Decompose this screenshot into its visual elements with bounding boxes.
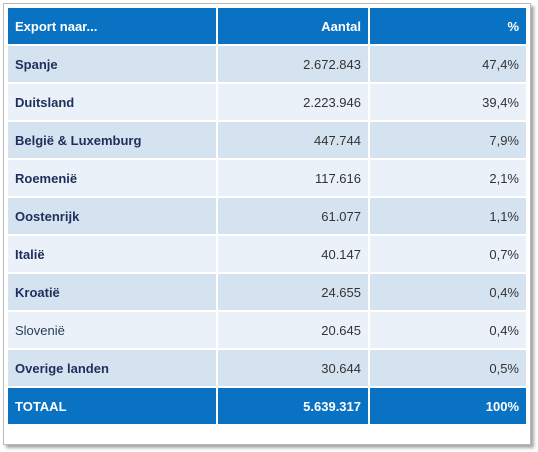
- row-country: Kroatië: [8, 274, 216, 310]
- table-row: Duitsland 2.223.946 39,4%: [8, 84, 526, 120]
- row-count: 30.644: [218, 350, 368, 386]
- row-percent: 0,4%: [370, 274, 526, 310]
- row-percent: 0,4%: [370, 312, 526, 348]
- row-percent: 47,4%: [370, 46, 526, 82]
- row-percent: 0,5%: [370, 350, 526, 386]
- row-country: Spanje: [8, 46, 216, 82]
- row-percent: 7,9%: [370, 122, 526, 158]
- row-country: België & Luxemburg: [8, 122, 216, 158]
- table-row: Oostenrijk 61.077 1,1%: [8, 198, 526, 234]
- row-country: Slovenië: [8, 312, 216, 348]
- row-count: 447.744: [218, 122, 368, 158]
- header-country: Export naar...: [8, 8, 216, 44]
- table-row: Overige landen 30.644 0,5%: [8, 350, 526, 386]
- header-count: Aantal: [218, 8, 368, 44]
- row-percent: 1,1%: [370, 198, 526, 234]
- row-count: 61.077: [218, 198, 368, 234]
- total-count: 5.639.317: [218, 388, 368, 424]
- row-country: Italië: [8, 236, 216, 272]
- table-row: Roemenië 117.616 2,1%: [8, 160, 526, 196]
- table-row: Spanje 2.672.843 47,4%: [8, 46, 526, 82]
- row-count: 24.655: [218, 274, 368, 310]
- row-count: 2.672.843: [218, 46, 368, 82]
- export-table: Export naar... Aantal % Spanje 2.672.843…: [6, 6, 528, 426]
- total-label: TOTAAL: [8, 388, 216, 424]
- table-total-row: TOTAAL 5.639.317 100%: [8, 388, 526, 424]
- row-count: 2.223.946: [218, 84, 368, 120]
- row-count: 117.616: [218, 160, 368, 196]
- row-country: Overige landen: [8, 350, 216, 386]
- row-country: Duitsland: [8, 84, 216, 120]
- table-header-row: Export naar... Aantal %: [8, 8, 526, 44]
- total-percent: 100%: [370, 388, 526, 424]
- row-percent: 0,7%: [370, 236, 526, 272]
- table-row: Kroatië 24.655 0,4%: [8, 274, 526, 310]
- row-count: 20.645: [218, 312, 368, 348]
- export-table-frame: Export naar... Aantal % Spanje 2.672.843…: [3, 3, 531, 445]
- table-row: Italië 40.147 0,7%: [8, 236, 526, 272]
- header-percent: %: [370, 8, 526, 44]
- row-country: Roemenië: [8, 160, 216, 196]
- row-count: 40.147: [218, 236, 368, 272]
- table-row: België & Luxemburg 447.744 7,9%: [8, 122, 526, 158]
- row-country: Oostenrijk: [8, 198, 216, 234]
- table-row: Slovenië 20.645 0,4%: [8, 312, 526, 348]
- row-percent: 2,1%: [370, 160, 526, 196]
- row-percent: 39,4%: [370, 84, 526, 120]
